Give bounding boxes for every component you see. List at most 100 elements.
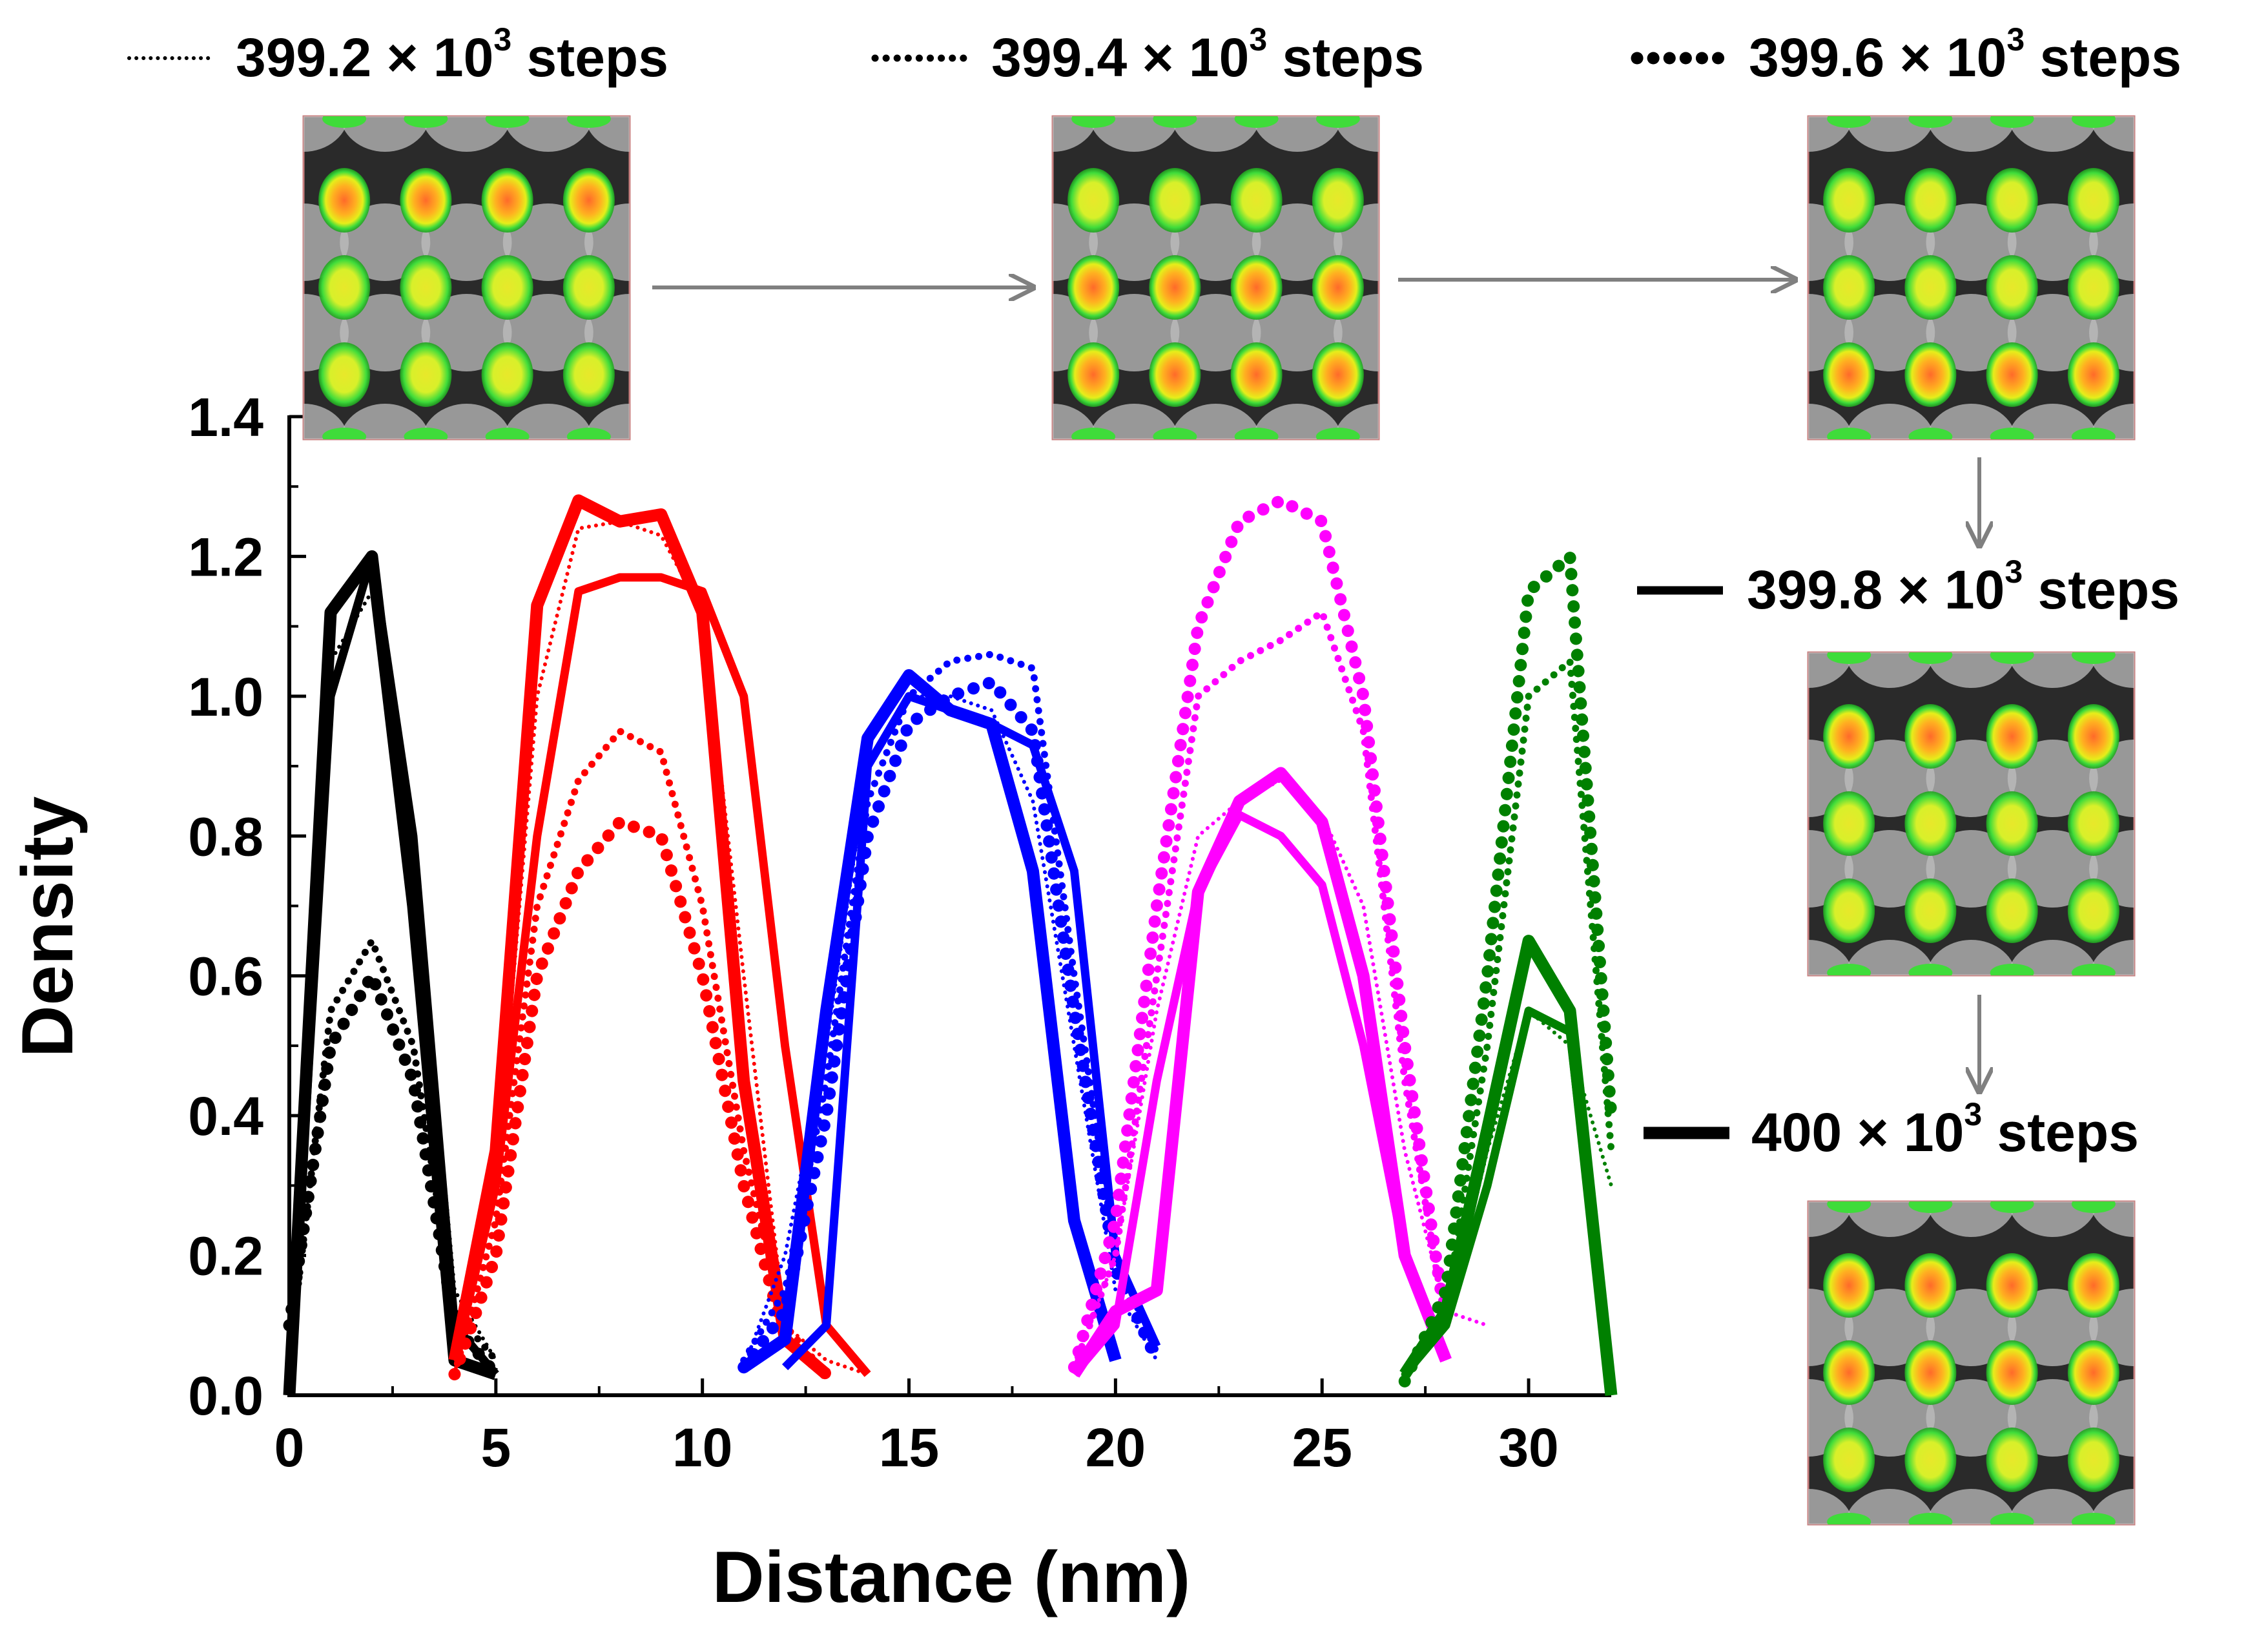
inset-density-spot: [481, 342, 533, 407]
inset-halo: [421, 116, 512, 152]
inset-halo: [1926, 940, 2017, 975]
inset-edge-spot: [1908, 652, 1953, 664]
series-line-g4-dotted-medium: [1401, 658, 1615, 1378]
legend-item: 399.4 × 103 steps: [871, 21, 1424, 88]
inset-density-spot: [1986, 878, 2038, 943]
inset-density-spot: [1986, 704, 2038, 769]
inset-halo: [1926, 404, 2017, 439]
series-line-g2-dotted-medium: [740, 650, 1160, 1364]
inset-edge-spot: [1234, 116, 1279, 128]
legend-label-base: 399.2 × 10: [236, 27, 493, 88]
legend-item: 399.2 × 103 steps: [127, 21, 668, 88]
inset-density-spot: [318, 168, 371, 233]
inset-halo: [1808, 652, 1853, 688]
inset-density-spot: [562, 168, 615, 233]
legend-label-base: 399.8 × 10: [1747, 559, 2005, 620]
inset-halo: [2089, 1489, 2134, 1524]
inset-halo: [1926, 116, 2017, 152]
inset-edge-spot: [2071, 964, 2116, 975]
inset-edge-spot: [1827, 652, 1871, 664]
inset-density-spot: [1823, 1428, 1875, 1492]
inset-edge-spot: [485, 428, 530, 439]
inset-images: [302, 115, 2136, 1526]
inset-density-spot: [1904, 878, 1957, 943]
inset-density-spot: [481, 168, 533, 233]
inset-edge-spot: [2071, 428, 2116, 439]
inset-edge-spot: [1990, 116, 2034, 128]
inset-density-spot: [318, 342, 371, 407]
inset-density-spot: [2067, 1340, 2119, 1405]
x-tick-label: 15: [879, 1417, 939, 1478]
inset-density-spot: [1904, 1428, 1957, 1492]
inset-density-spot: [2067, 168, 2119, 233]
legend-label-suffix: steps: [2023, 559, 2180, 620]
inset-density-spot: [1230, 255, 1283, 320]
series-line-g4-solid-thick: [1399, 935, 1618, 1397]
inset-halo: [2008, 1489, 2098, 1524]
legend-label: 400 × 103 steps: [1751, 1096, 2139, 1163]
inset-edge-spot: [1827, 116, 1871, 128]
series-line-g1-solid-thick: [448, 494, 830, 1379]
legend-label-exponent: 3: [493, 21, 511, 57]
inset-density-spot: [2067, 342, 2119, 407]
inset-density-spot: [400, 255, 452, 320]
x-tick-label: 0: [274, 1417, 305, 1478]
inset-halo: [2089, 940, 2134, 975]
inset-edge-spot: [1234, 428, 1279, 439]
inset-edge-spot: [1908, 428, 1953, 439]
legend-label: 399.2 × 103 steps: [236, 21, 668, 88]
legend-label-suffix: steps: [1267, 27, 1424, 88]
inset-halo: [1808, 404, 1853, 439]
inset-density-spot: [1823, 878, 1875, 943]
inset-edge-spot: [566, 428, 611, 439]
inset-density-spot: [562, 255, 615, 320]
inset-density-spot: [1904, 342, 1957, 407]
y-tick-label: 1.0: [188, 667, 263, 727]
inset-edge-spot: [1908, 1513, 1953, 1524]
inset-halo: [1844, 940, 1935, 975]
legend-label-suffix: steps: [511, 27, 668, 88]
y-axis-title: Density: [7, 796, 88, 1058]
inset-density-spot: [2067, 704, 2119, 769]
inset-edge-spot: [1908, 1201, 1953, 1213]
y-tick-label: 0.6: [188, 946, 263, 1007]
inset-edge-spot: [1990, 1513, 2034, 1524]
inset-density-spot: [400, 168, 452, 233]
legend-label-base: 400 × 10: [1751, 1102, 1964, 1163]
inset-edge-spot: [1827, 964, 1871, 975]
legend-item: 400 × 103 steps: [1644, 1096, 2139, 1163]
inset-density-spot: [1823, 704, 1875, 769]
legend-label-exponent: 3: [2005, 554, 2023, 590]
inset-density-spot: [2067, 791, 2119, 856]
legend-label: 399.4 × 103 steps: [991, 21, 1424, 88]
inset-density-spot: [1986, 1253, 2038, 1318]
inset-density-spot: [1067, 168, 1120, 233]
inset-density-spot: [1230, 342, 1283, 407]
y-tick-label: 0.4: [188, 1086, 263, 1147]
inset-halo: [1844, 404, 1935, 439]
inset-halo: [1926, 1201, 2017, 1237]
inset-density-spot: [481, 255, 533, 320]
inset-halo: [304, 404, 349, 439]
legend-label-exponent: 3: [1964, 1096, 1982, 1132]
inset-halo: [1089, 116, 1179, 152]
inset-halo: [2008, 1201, 2098, 1237]
inset-halo: [2089, 404, 2134, 439]
legend-label: 399.6 × 103 steps: [1749, 21, 2181, 88]
series-line-g3-dotted-thin: [1072, 778, 1490, 1369]
inset-edge-spot: [322, 428, 367, 439]
inset-edge-spot: [1153, 428, 1197, 439]
inset-halo: [2008, 652, 2098, 688]
inset-halo: [1053, 404, 1098, 439]
inset-edge-spot: [2071, 652, 2116, 664]
inset-halo: [2008, 116, 2098, 152]
inset-density-spot: [1149, 168, 1201, 233]
inset-edge-spot: [1990, 652, 2034, 664]
inset-halo: [503, 116, 593, 152]
inset-halo: [421, 404, 512, 439]
inset-edge-spot: [322, 116, 367, 128]
series-line-g0-solid-thick: [283, 550, 498, 1396]
inset-density-spot: [2067, 878, 2119, 943]
series-line-g4-dotted-thick: [1398, 550, 1618, 1387]
x-tick-label: 30: [1498, 1417, 1558, 1478]
